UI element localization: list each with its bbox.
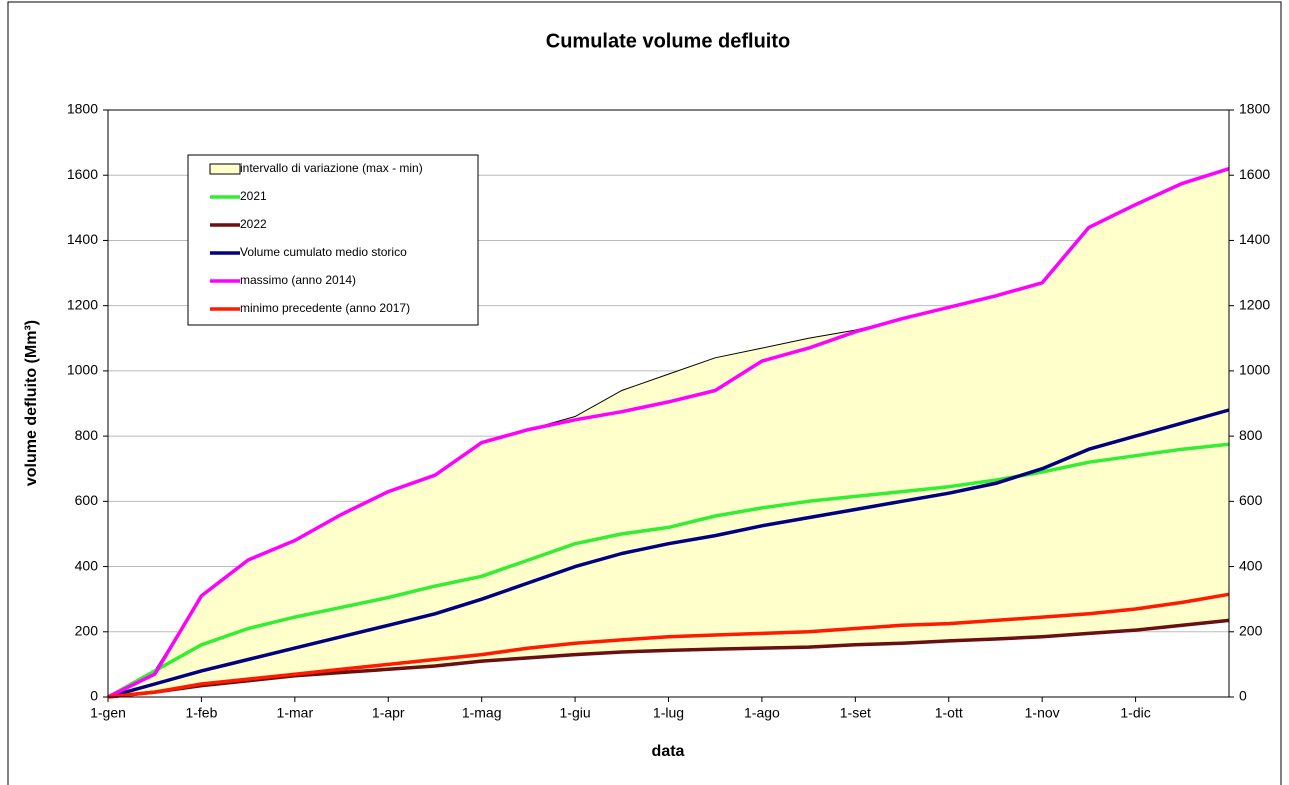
y2-tick-label: 1000: [1239, 362, 1270, 378]
y2-tick-label: 200: [1239, 622, 1263, 638]
legend-label: Volume cumulato medio storico: [240, 245, 407, 259]
series-line: [107, 442, 1230, 699]
y-tick-label: 0: [90, 688, 98, 704]
series-line: [107, 167, 1230, 699]
y-tick-label: 1200: [67, 296, 98, 312]
y2-tick-label: 0: [1239, 688, 1247, 704]
x-tick-label: 1-gen: [90, 705, 126, 721]
y2-tick-label: 1600: [1239, 166, 1270, 182]
legend-box: [187, 154, 479, 326]
series-line: [107, 408, 1230, 699]
x-tick-label: 1-ago: [744, 705, 780, 721]
plot-border: [107, 109, 1230, 698]
y-tick-label: 200: [75, 622, 99, 638]
y2-tick-label: 1200: [1239, 296, 1270, 312]
y2-tick-label: 1400: [1239, 231, 1270, 247]
x-tick-label: 1-dic: [1120, 705, 1150, 721]
legend-label: 2022: [240, 217, 267, 231]
x-tick-label: 1-mar: [277, 705, 314, 721]
y-tick-label: 1400: [67, 231, 98, 247]
range-band: [108, 168, 1229, 697]
y-tick-label: 400: [75, 557, 99, 573]
x-tick-label: 1-giu: [560, 705, 591, 721]
x-tick-label: 1-set: [840, 705, 871, 721]
legend-label: intervallo di variazione (max - min): [240, 161, 423, 175]
y2-tick-label: 1800: [1239, 101, 1270, 117]
chart-title: Cumulate volume defluito: [546, 30, 790, 52]
legend-label: minimo precedente (anno 2017): [240, 301, 410, 315]
y-tick-label: 1800: [67, 101, 98, 117]
x-tick-label: 1-mag: [462, 705, 502, 721]
x-tick-label: 1-apr: [372, 705, 405, 721]
y2-tick-label: 800: [1239, 427, 1263, 443]
legend-swatch: [209, 163, 241, 175]
series-line: [107, 592, 1230, 699]
y2-tick-label: 600: [1239, 492, 1263, 508]
x-tick-label: 1-nov: [1025, 705, 1060, 721]
x-tick-label: 1-lug: [653, 705, 684, 721]
y-tick-label: 600: [75, 492, 99, 508]
legend-label: massimo (anno 2014): [240, 273, 356, 287]
y-tick-label: 800: [75, 427, 99, 443]
x-axis-label: data: [652, 743, 685, 760]
y-tick-label: 1600: [67, 166, 98, 182]
y-tick-label: 1000: [67, 362, 98, 378]
y2-tick-label: 400: [1239, 557, 1263, 573]
y-axis-label: volume defluito (Mm³): [23, 320, 40, 486]
x-tick-label: 1-feb: [185, 705, 217, 721]
legend-label: 2021: [240, 189, 267, 203]
x-tick-label: 1-ott: [935, 705, 963, 721]
